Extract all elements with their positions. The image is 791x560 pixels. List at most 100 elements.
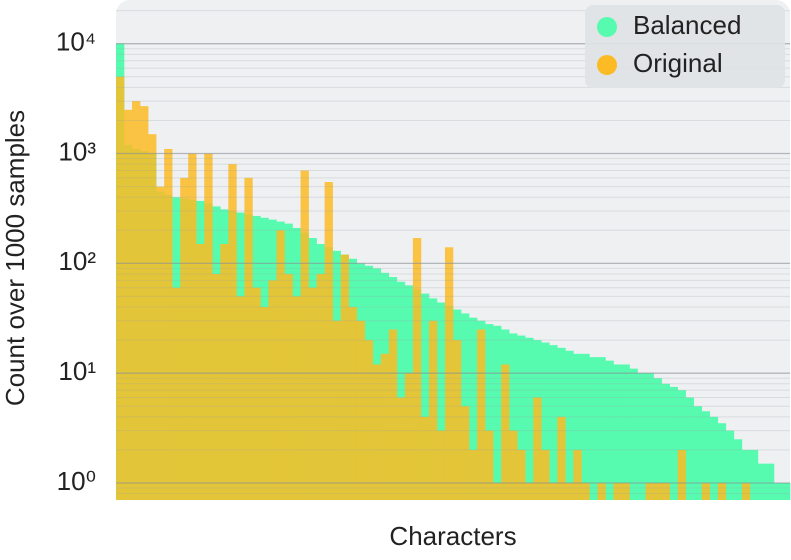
- bar: [453, 340, 462, 500]
- bar: [469, 449, 478, 500]
- y-tick-label: 10¹: [58, 356, 96, 386]
- bar: [613, 364, 622, 500]
- bar: [428, 320, 438, 500]
- bar: [485, 324, 494, 500]
- bar: [749, 449, 759, 500]
- y-tick-label: 10³: [58, 136, 96, 166]
- bar: [276, 230, 285, 500]
- bar: [541, 342, 550, 500]
- bar: [581, 482, 590, 500]
- bar: [420, 293, 430, 500]
- bar: [324, 182, 333, 500]
- bars: [116, 43, 791, 501]
- bar: [372, 364, 382, 500]
- bar: [621, 482, 630, 500]
- bar: [597, 482, 606, 500]
- legend-label: Balanced: [633, 10, 741, 40]
- bar: [621, 364, 630, 500]
- bar: [268, 280, 277, 500]
- bar: [661, 482, 670, 500]
- bar: [493, 325, 502, 500]
- bar: [260, 307, 269, 500]
- bar: [533, 397, 542, 500]
- bar: [597, 357, 606, 500]
- bar: [733, 439, 743, 500]
- bar: [773, 482, 783, 500]
- bar: [252, 287, 261, 500]
- bar: [412, 238, 422, 500]
- bar: [549, 482, 558, 500]
- legend-marker: [597, 55, 617, 75]
- bar: [629, 368, 638, 500]
- legend-marker: [597, 17, 617, 37]
- bar: [549, 345, 558, 500]
- bar: [404, 373, 414, 500]
- bar: [645, 373, 654, 500]
- bar: [517, 449, 526, 500]
- bar: [461, 406, 470, 500]
- bar: [244, 177, 253, 501]
- bar: [364, 340, 374, 500]
- bar: [525, 337, 534, 500]
- bar: [332, 320, 341, 500]
- bar: [356, 320, 366, 500]
- y-tick-label: 10²: [58, 246, 96, 276]
- legend: Balanced Original: [585, 5, 785, 88]
- bar: [316, 273, 325, 500]
- bar: [509, 430, 518, 500]
- bar: [717, 482, 727, 500]
- bar: [228, 164, 237, 500]
- bar: [180, 177, 189, 501]
- bar: [396, 397, 406, 500]
- bar: [380, 353, 390, 500]
- bar: [469, 317, 478, 500]
- bar: [204, 153, 213, 500]
- bar: [420, 416, 430, 500]
- bar: [677, 449, 686, 500]
- bar: [348, 307, 358, 500]
- bar: [677, 390, 686, 500]
- bar: [709, 416, 719, 500]
- bar: [581, 353, 590, 500]
- bar: [613, 482, 622, 500]
- bar: [236, 296, 245, 500]
- bar: [757, 463, 767, 500]
- bar: [188, 153, 197, 500]
- bar: [308, 287, 317, 500]
- bar: [501, 364, 510, 500]
- bar: [717, 423, 727, 500]
- bar: [565, 350, 574, 500]
- bar: [140, 106, 149, 500]
- bar: [212, 273, 221, 500]
- bar: [741, 449, 751, 500]
- bar: [196, 244, 205, 500]
- bar: [493, 482, 502, 500]
- y-tick-label: 10⁴: [56, 27, 96, 57]
- bar: [605, 360, 614, 500]
- bar: [741, 482, 751, 500]
- bar: [284, 273, 293, 500]
- legend-label: Original: [633, 48, 723, 78]
- ticks: 10⁰ 10¹ 10² 10³ 10⁴: [56, 27, 96, 496]
- bar: [653, 378, 662, 500]
- bar: [685, 397, 695, 500]
- bar: [517, 335, 526, 500]
- bar: [148, 134, 157, 500]
- bar: [124, 109, 133, 500]
- bar: [661, 383, 670, 500]
- bar: [300, 170, 309, 500]
- bar: [565, 482, 574, 500]
- bar: [725, 430, 735, 500]
- bar: [541, 449, 550, 500]
- bar: [172, 287, 181, 500]
- y-axis-label: Count over 1000 samples: [0, 110, 30, 406]
- bar: [292, 296, 301, 500]
- bar: [164, 148, 173, 500]
- bar: [781, 482, 791, 500]
- bar: [220, 244, 229, 500]
- bar: [525, 482, 534, 500]
- bar: [637, 373, 646, 500]
- bar: [589, 357, 598, 500]
